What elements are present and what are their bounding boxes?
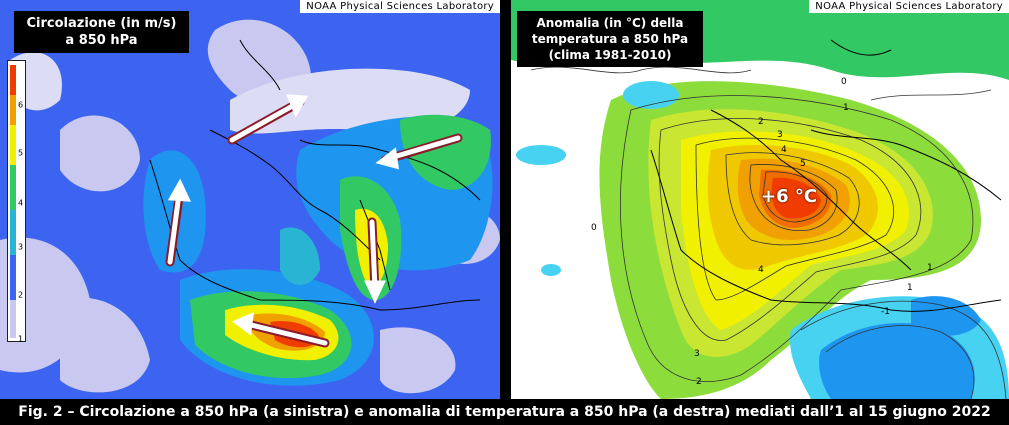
contour-label: 1 xyxy=(843,103,849,113)
contour-label: 0 xyxy=(841,77,847,87)
left-title-line1: Circolazione (in m/s) xyxy=(26,16,177,31)
right-title-line3: (clima 1981-2010) xyxy=(548,48,672,62)
left-credit: NOAA Physical Sciences Laboratory xyxy=(300,0,500,13)
anomaly-max-label: +6 °C xyxy=(761,186,818,207)
contour-label: 1 xyxy=(907,283,913,293)
contour-label: 2 xyxy=(696,377,702,387)
colorbar-label-2: 2 xyxy=(18,290,24,300)
right-panel-title: Anomalia (in °C) della temperatura a 850… xyxy=(517,11,703,67)
right-title-line2: temperatura a 850 hPa xyxy=(531,32,689,46)
figure-caption: Fig. 2 – Circolazione a 850 hPa (a sinis… xyxy=(18,404,991,420)
colorbar-label-6: 6 xyxy=(18,100,24,110)
anomaly-map-graphic: 1 2 3 4 5 1 4 1 -1 0 0 3 2 xyxy=(511,0,1009,399)
temperature-anomaly-map: 1 2 3 4 5 1 4 1 -1 0 0 3 2 +6 °C Anomali… xyxy=(511,0,1009,399)
colorbar-label-1: 1 xyxy=(18,334,24,344)
colorbar-label-5: 5 xyxy=(18,148,24,158)
contour-label: 0 xyxy=(591,223,597,233)
right-credit: NOAA Physical Sciences Laboratory xyxy=(809,0,1009,13)
wind-map-graphic xyxy=(0,0,500,399)
wind-speed-colorbar: 1 2 3 4 5 6 xyxy=(7,60,26,344)
contour-label: 4 xyxy=(781,145,787,155)
colorbar-label-4: 4 xyxy=(18,198,24,208)
left-panel-title: Circolazione (in m/s) a 850 hPa xyxy=(14,11,189,53)
wind-circulation-map: 1 2 3 4 5 6 Circolazione (in m/s) a 850 … xyxy=(0,0,500,399)
contour-label: 5 xyxy=(800,159,806,169)
contour-label: 1 xyxy=(927,263,933,273)
contour-label: 4 xyxy=(758,265,764,275)
colorbar-label-3: 3 xyxy=(18,242,24,252)
contour-label: 3 xyxy=(777,130,783,140)
contour-label: -1 xyxy=(881,307,890,317)
contour-label: 3 xyxy=(694,349,700,359)
contour-label: 2 xyxy=(758,117,764,127)
right-title-line1: Anomalia (in °C) della xyxy=(536,16,684,30)
left-title-line2: a 850 hPa xyxy=(65,33,138,48)
